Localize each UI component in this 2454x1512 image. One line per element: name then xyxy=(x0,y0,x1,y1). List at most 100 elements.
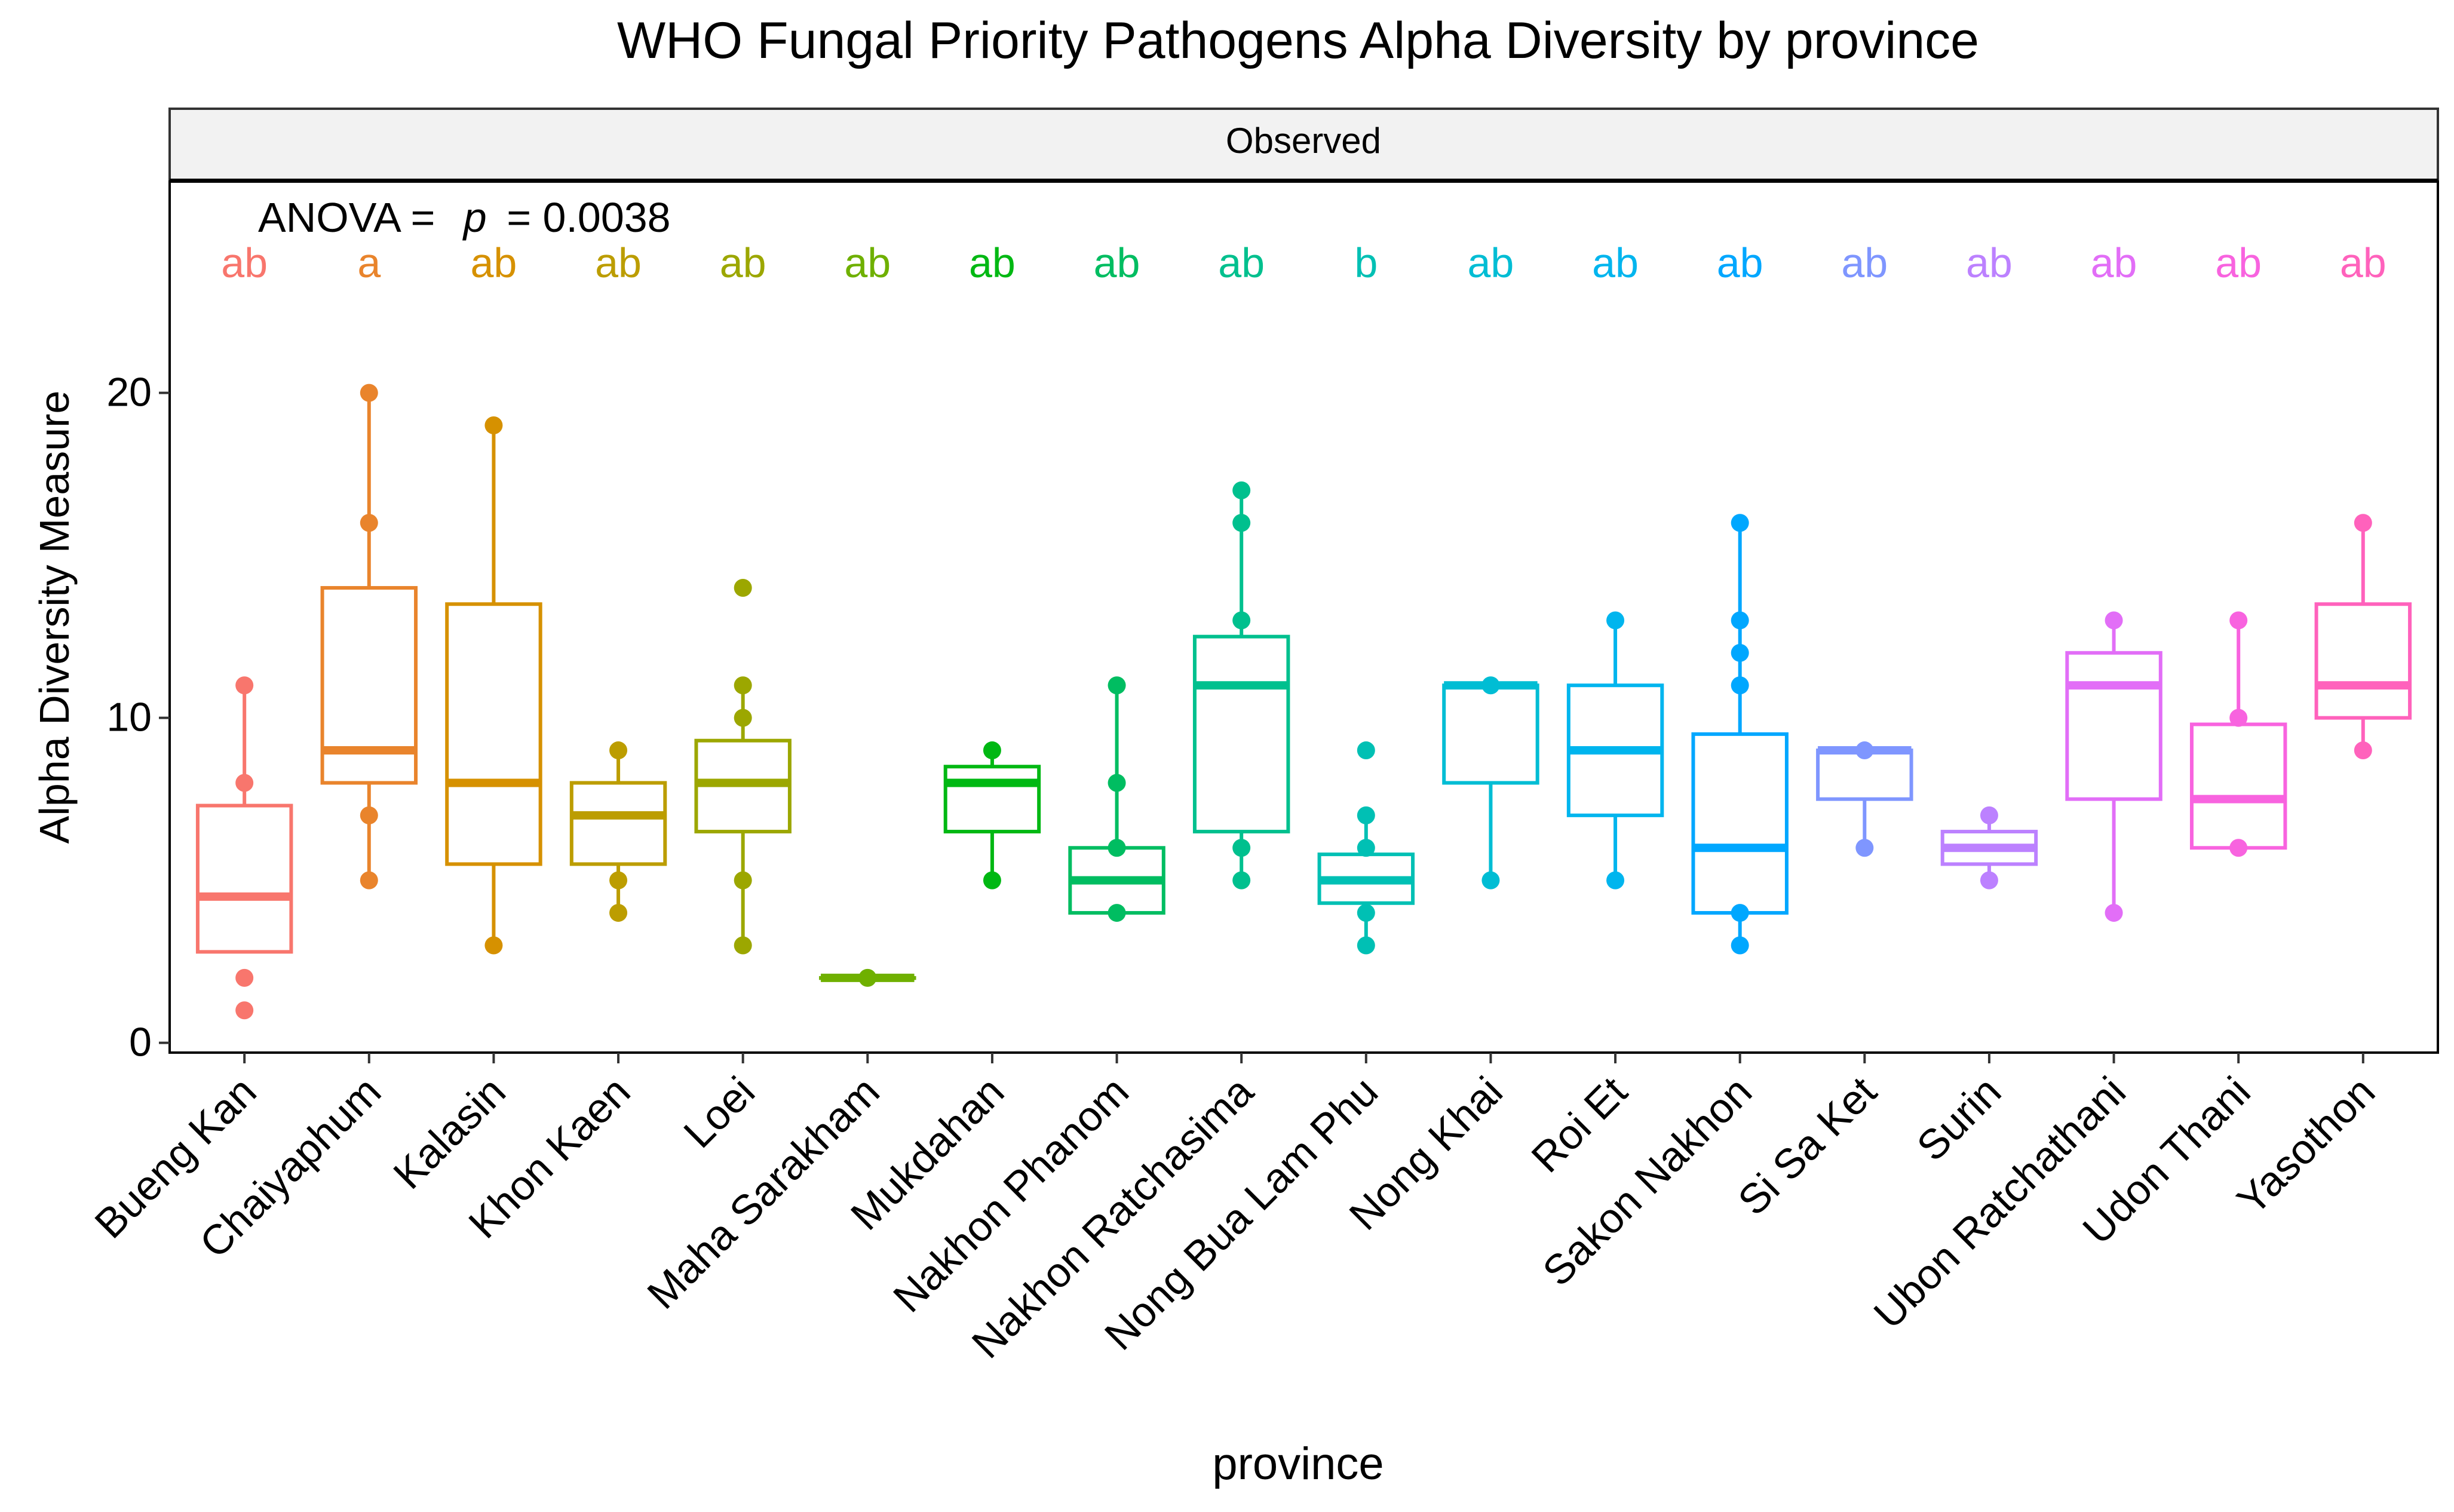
data-point xyxy=(1731,904,1749,922)
data-point xyxy=(1855,741,1874,760)
box-group: ab xyxy=(819,240,916,987)
group-letter: ab xyxy=(2340,240,2386,286)
data-point xyxy=(1232,611,1251,630)
data-point xyxy=(609,904,628,922)
group-letter: ab xyxy=(1592,240,1639,286)
data-point xyxy=(1731,514,1749,532)
box-group: ab xyxy=(2189,240,2287,857)
data-point xyxy=(1108,774,1126,792)
group-letter: ab xyxy=(595,240,642,286)
group-letter: ab xyxy=(470,240,517,286)
data-point xyxy=(1357,936,1375,955)
box-group: ab xyxy=(445,240,542,955)
data-point xyxy=(1606,611,1625,630)
box xyxy=(2314,602,2412,720)
group-letter: b xyxy=(1354,240,1378,286)
data-point xyxy=(1357,741,1375,760)
data-point xyxy=(734,579,752,597)
box xyxy=(943,765,1041,834)
box xyxy=(1192,634,1290,834)
data-point xyxy=(983,741,1001,760)
box xyxy=(195,803,293,954)
data-point xyxy=(235,1001,254,1020)
data-point xyxy=(1357,904,1375,922)
data-point xyxy=(2229,709,2248,727)
data-point xyxy=(235,676,254,695)
box xyxy=(2189,722,2287,850)
data-point xyxy=(609,871,628,890)
data-point xyxy=(734,676,752,695)
group-letter: ab xyxy=(844,240,891,286)
y-axis-title: Alpha Diversity Measure xyxy=(31,391,78,844)
box xyxy=(1816,749,1913,801)
data-point xyxy=(2354,741,2372,760)
box xyxy=(445,602,542,866)
data-point xyxy=(1731,936,1749,955)
data-point xyxy=(360,514,378,532)
box-group: ab xyxy=(1068,240,1165,922)
data-point xyxy=(1731,643,1749,662)
data-point xyxy=(983,871,1001,890)
box xyxy=(569,781,667,866)
group-letter: ab xyxy=(720,240,766,286)
box-group: ab xyxy=(569,240,667,922)
box-group: ab xyxy=(1442,240,1539,890)
data-point xyxy=(734,936,752,955)
group-letter: ab xyxy=(221,240,268,286)
y-tick-label: 10 xyxy=(106,695,152,740)
data-point xyxy=(360,871,378,890)
data-point xyxy=(858,968,877,987)
group-letter: ab xyxy=(2215,240,2262,286)
box-group: ab xyxy=(1192,240,1290,890)
box-group: ab xyxy=(1816,240,1913,857)
data-point xyxy=(734,709,752,727)
data-point xyxy=(484,936,503,955)
box xyxy=(2065,651,2162,801)
box-groups: ab a ab ab ab ab ab ab ab b ab ab ab ab ab ab ab ab xyxy=(195,240,2412,1020)
x-axis-title: province xyxy=(1212,1439,1384,1489)
data-point xyxy=(484,416,503,435)
box xyxy=(1691,732,1789,915)
group-letter: ab xyxy=(1717,240,1763,286)
y-axis: 0 10 20 xyxy=(106,370,170,1065)
data-point xyxy=(360,806,378,824)
box xyxy=(1442,683,1539,785)
data-point xyxy=(1232,514,1251,532)
data-point xyxy=(1481,871,1500,890)
data-point xyxy=(235,968,254,987)
data-point xyxy=(2105,904,2123,922)
anova-prefix: ANOVA = xyxy=(258,194,435,241)
box-group: ab xyxy=(694,240,792,955)
data-point xyxy=(1606,871,1625,890)
data-point xyxy=(609,741,628,760)
data-point xyxy=(2105,611,2123,630)
data-point xyxy=(1232,481,1251,499)
plot-panel xyxy=(168,180,2439,1054)
anova-annotation: ANOVA = p = 0.0038 xyxy=(258,194,671,241)
group-letter: ab xyxy=(1966,240,2013,286)
group-letter: a xyxy=(357,240,381,286)
box-group: ab xyxy=(2065,240,2162,922)
anova-p-value: = 0.0038 xyxy=(507,194,670,241)
group-letter: ab xyxy=(1841,240,1888,286)
y-tick-label: 0 xyxy=(129,1020,152,1065)
data-point xyxy=(1731,611,1749,630)
box-group: ab xyxy=(943,240,1041,890)
box-group: a xyxy=(320,240,418,890)
chart-title: WHO Fungal Priority Pathogens Alpha Dive… xyxy=(617,12,1979,69)
data-point xyxy=(1980,806,1998,824)
data-point xyxy=(734,871,752,890)
data-point xyxy=(2229,839,2248,857)
group-letter: ab xyxy=(1218,240,1265,286)
data-point xyxy=(1357,839,1375,857)
data-point xyxy=(1108,676,1126,695)
data-point xyxy=(1232,839,1251,857)
data-point xyxy=(1481,676,1500,695)
facet-strip xyxy=(168,108,2439,183)
box-group: ab xyxy=(2314,240,2412,760)
data-point xyxy=(1108,904,1126,922)
data-point xyxy=(1980,871,1998,890)
box-group: b xyxy=(1317,240,1415,955)
y-tick-label: 20 xyxy=(106,370,152,415)
